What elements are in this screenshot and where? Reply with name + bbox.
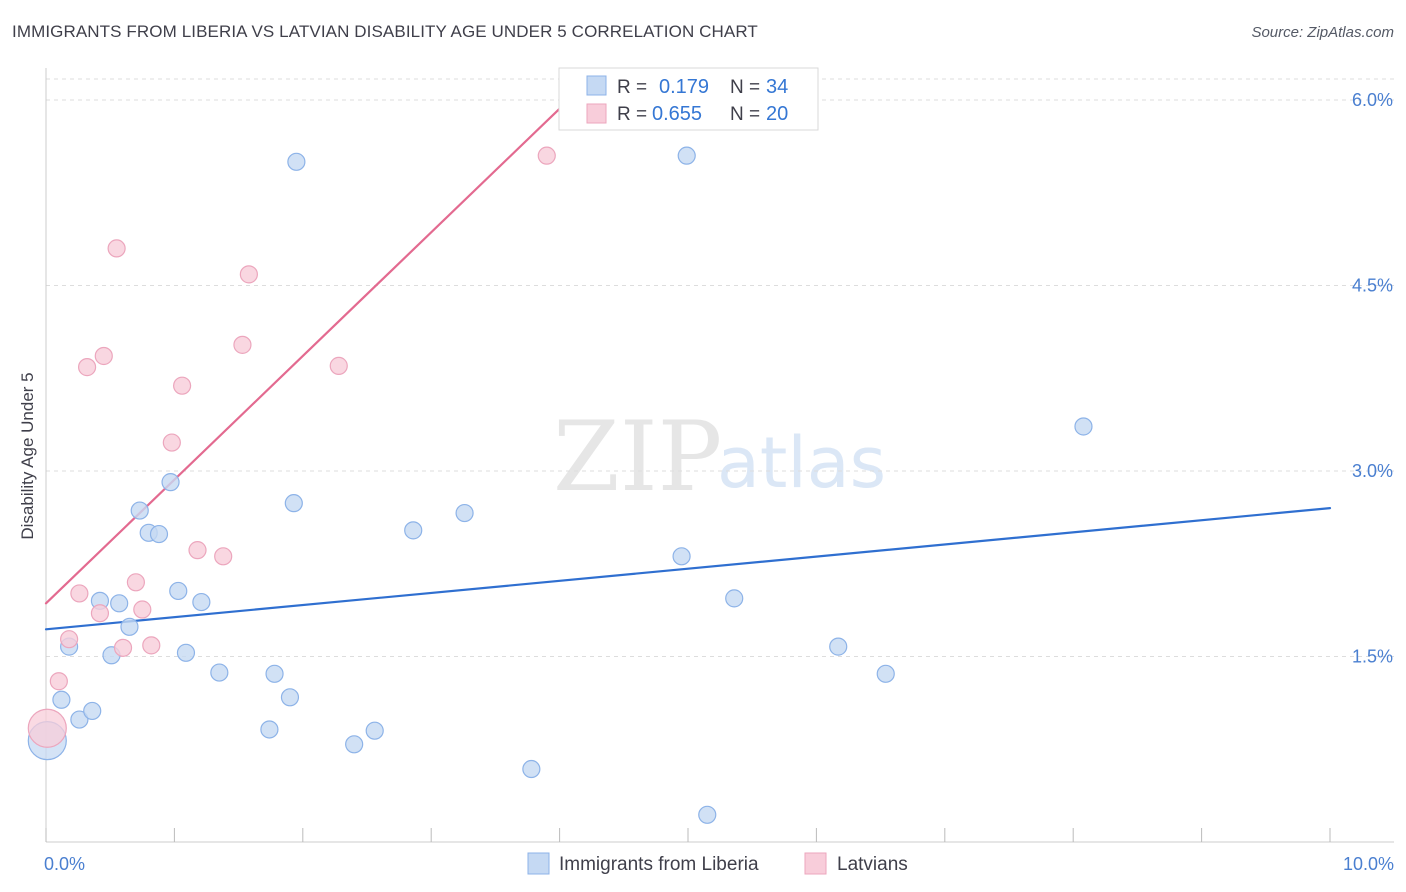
data-point-blue: [1074, 417, 1093, 436]
data-point-blue: [192, 592, 211, 612]
legend-n-value-pink: 20: [766, 103, 788, 125]
data-point-pink: [94, 346, 113, 366]
data-point-blue: [522, 759, 541, 779]
series-legend-label-blue: Immigrants from Liberia: [559, 854, 759, 875]
data-point-blue: [169, 581, 188, 601]
point-layer: [27, 146, 1093, 824]
legend-r-value-blue: 0.179: [659, 76, 709, 98]
data-point-pink: [70, 584, 89, 603]
data-point-pink: [77, 358, 97, 377]
data-point-pink: [173, 376, 192, 395]
watermark-zip: ZIP: [553, 401, 722, 513]
y-tick-label: 1.5%: [1352, 647, 1393, 667]
data-point-blue: [280, 688, 300, 707]
data-point-blue: [70, 710, 89, 729]
data-point-pink: [162, 433, 181, 452]
data-point-pink: [126, 573, 145, 592]
grid-layer: [46, 78, 1394, 657]
chart-source: Source: ZipAtlas.com: [1251, 24, 1394, 41]
data-point-pink: [214, 547, 233, 566]
data-point-pink: [49, 672, 68, 691]
data-point-blue: [876, 664, 895, 683]
data-point-pink: [239, 265, 258, 284]
chart-title: IMMIGRANTS FROM LIBERIA VS LATVIAN DISAB…: [12, 22, 758, 41]
data-point-blue: [284, 494, 303, 513]
y-tick-label: 6.0%: [1352, 90, 1393, 110]
legend-r-label-pink: R =: [617, 104, 647, 125]
trend-layer: [44, 107, 1332, 631]
legend-r-value-pink: 0.655: [652, 103, 702, 125]
series-legend-swatch-pink: [804, 852, 827, 875]
data-point-pink: [537, 146, 556, 165]
data-point-blue: [404, 521, 423, 540]
data-point-blue: [725, 589, 744, 608]
data-point-blue: [83, 701, 102, 721]
data-point-pink: [60, 630, 79, 649]
legend-r-label-blue: R =: [617, 77, 647, 98]
watermark-atlas: atlas: [717, 422, 886, 504]
data-point-pink: [329, 356, 348, 375]
y-tick-label: 4.5%: [1352, 276, 1393, 296]
data-point-pink: [133, 600, 152, 619]
x-tick-label: 10.0%: [1343, 854, 1394, 874]
data-point-pink: [142, 636, 161, 655]
data-point-pink: [113, 638, 133, 657]
watermark: ZIP atlas: [553, 401, 886, 513]
trend-line-pink: [44, 107, 561, 605]
series-legend-swatch-blue: [527, 852, 550, 875]
trend-line-blue: [44, 507, 1332, 631]
data-point-pink: [27, 708, 67, 748]
x-tick-label: 0.0%: [44, 854, 85, 874]
legend-n-label-pink: N =: [730, 104, 760, 125]
data-point-blue: [829, 637, 848, 656]
data-point-pink: [90, 604, 110, 623]
legend-swatch-blue: [586, 75, 607, 96]
data-point-blue: [672, 547, 691, 566]
data-point-blue: [345, 735, 364, 754]
data-point-blue: [110, 594, 129, 613]
data-point-blue: [677, 146, 696, 165]
data-point-blue: [149, 524, 169, 544]
legend-swatch-pink: [586, 103, 607, 124]
data-point-blue: [176, 643, 196, 662]
data-point-blue: [161, 473, 180, 492]
series-legend-label-pink: Latvians: [837, 854, 908, 875]
stats-legend: R = 0.179 N = 34 R = 0.655 N = 20: [558, 67, 819, 131]
legend-n-label-blue: N =: [730, 77, 760, 98]
data-point-blue: [130, 501, 149, 520]
tick-layer: 1.5% 3.0% 4.5% 6.0% 0.0% 10.0%: [44, 90, 1394, 874]
series-legend: Immigrants from Liberia Latvians: [527, 852, 908, 875]
data-point-blue: [260, 720, 279, 739]
y-axis-title: Disability Age Under 5: [18, 372, 37, 539]
data-point-blue: [698, 805, 717, 824]
legend-n-value-blue: 34: [766, 76, 788, 98]
data-point-blue: [210, 663, 229, 682]
data-point-blue: [265, 664, 284, 683]
data-point-blue: [365, 721, 384, 740]
data-point-pink: [233, 335, 252, 354]
data-point-blue: [287, 152, 306, 171]
data-point-pink: [107, 239, 126, 258]
y-tick-label: 3.0%: [1352, 461, 1393, 481]
data-point-blue: [455, 503, 474, 523]
data-point-blue: [120, 617, 139, 636]
data-point-pink: [188, 541, 207, 560]
data-point-blue: [52, 690, 71, 709]
